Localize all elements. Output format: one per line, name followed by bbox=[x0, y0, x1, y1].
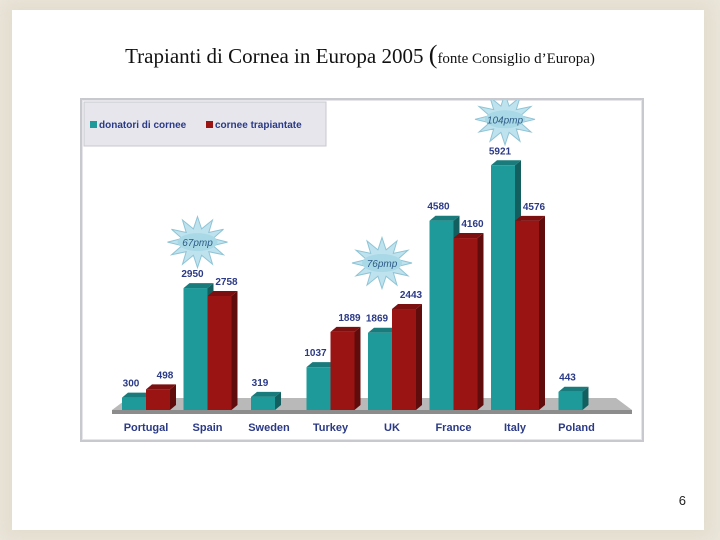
legend-swatch-transplants bbox=[206, 121, 213, 128]
data-label-donors-uk: 1869 bbox=[366, 314, 389, 325]
bar-transplants-italy bbox=[515, 215, 545, 410]
data-label-transplants-spain: 2758 bbox=[215, 277, 238, 288]
data-label-transplants-uk: 2443 bbox=[400, 290, 423, 301]
bar-chart: donatori di cornee cornee trapiantate 300 4… bbox=[83, 92, 632, 434]
pmp-badge-label: 104pmp bbox=[487, 115, 524, 126]
x-tick-label-poland: Poland bbox=[558, 422, 595, 434]
title-main: Trapianti di Cornea in Europa 2005 bbox=[125, 44, 429, 68]
pmp-badge-label: 76pmp bbox=[367, 259, 398, 270]
page-number: 6 bbox=[678, 493, 686, 508]
data-label-donors-spain: 2950 bbox=[181, 269, 204, 280]
bar-transplants-spain bbox=[207, 291, 238, 410]
x-tick-label-france: France bbox=[435, 422, 471, 434]
data-label-donors-sweden: 319 bbox=[252, 378, 269, 389]
data-label-transplants-france: 4160 bbox=[461, 219, 484, 230]
legend-box bbox=[83, 101, 327, 147]
data-label-donors-turkey: 1037 bbox=[304, 348, 327, 359]
data-label-transplants-portugal: 498 bbox=[157, 370, 174, 381]
data-label-donors-italy: 5921 bbox=[489, 146, 512, 157]
legend: donatori di cornee cornee trapiantate bbox=[83, 101, 327, 147]
data-label-donors-poland: 443 bbox=[559, 373, 576, 384]
bar-transplants-france bbox=[453, 233, 484, 410]
pmp-badge-label: 67pmp bbox=[182, 238, 213, 249]
chart-frame: donatori di cornee cornee trapiantate 300 4… bbox=[80, 92, 644, 442]
legend-label-donors: donatori di cornee bbox=[99, 120, 187, 131]
pmp-badge-1: 76pmp bbox=[351, 235, 413, 291]
bar-donors-sweden bbox=[251, 391, 281, 410]
bar-transplants-turkey bbox=[330, 326, 361, 410]
data-label-transplants-italy: 4576 bbox=[523, 202, 546, 213]
data-label-donors-portugal: 300 bbox=[123, 379, 140, 390]
x-tick-label-spain: Spain bbox=[193, 422, 223, 434]
pmp-badge-0: 67pmp bbox=[167, 215, 228, 270]
bar-transplants-portugal bbox=[146, 384, 176, 410]
legend-label-transplants: cornee trapiantate bbox=[215, 120, 302, 131]
data-label-transplants-turkey: 1889 bbox=[338, 313, 361, 324]
title-paren: ( bbox=[428, 40, 438, 69]
title-source: fonte Consiglio d’Europa) bbox=[437, 51, 595, 67]
x-tick-label-uk: UK bbox=[384, 422, 400, 434]
x-tick-label-italy: Italy bbox=[504, 422, 527, 434]
pmp-badge-2: 104pmp bbox=[474, 92, 536, 147]
x-tick-label-portugal: Portugal bbox=[124, 422, 169, 434]
chart-floor-edge bbox=[112, 410, 632, 414]
x-tick-label-sweden: Sweden bbox=[248, 422, 290, 434]
bar-transplants-uk bbox=[392, 304, 422, 410]
legend-swatch-donors bbox=[90, 121, 97, 128]
bar-donors-poland bbox=[558, 386, 589, 410]
page-title: Trapianti di Cornea in Europa 2005 (font… bbox=[0, 40, 720, 70]
x-tick-label-turkey: Turkey bbox=[313, 422, 349, 434]
data-label-donors-france: 4580 bbox=[427, 202, 450, 213]
